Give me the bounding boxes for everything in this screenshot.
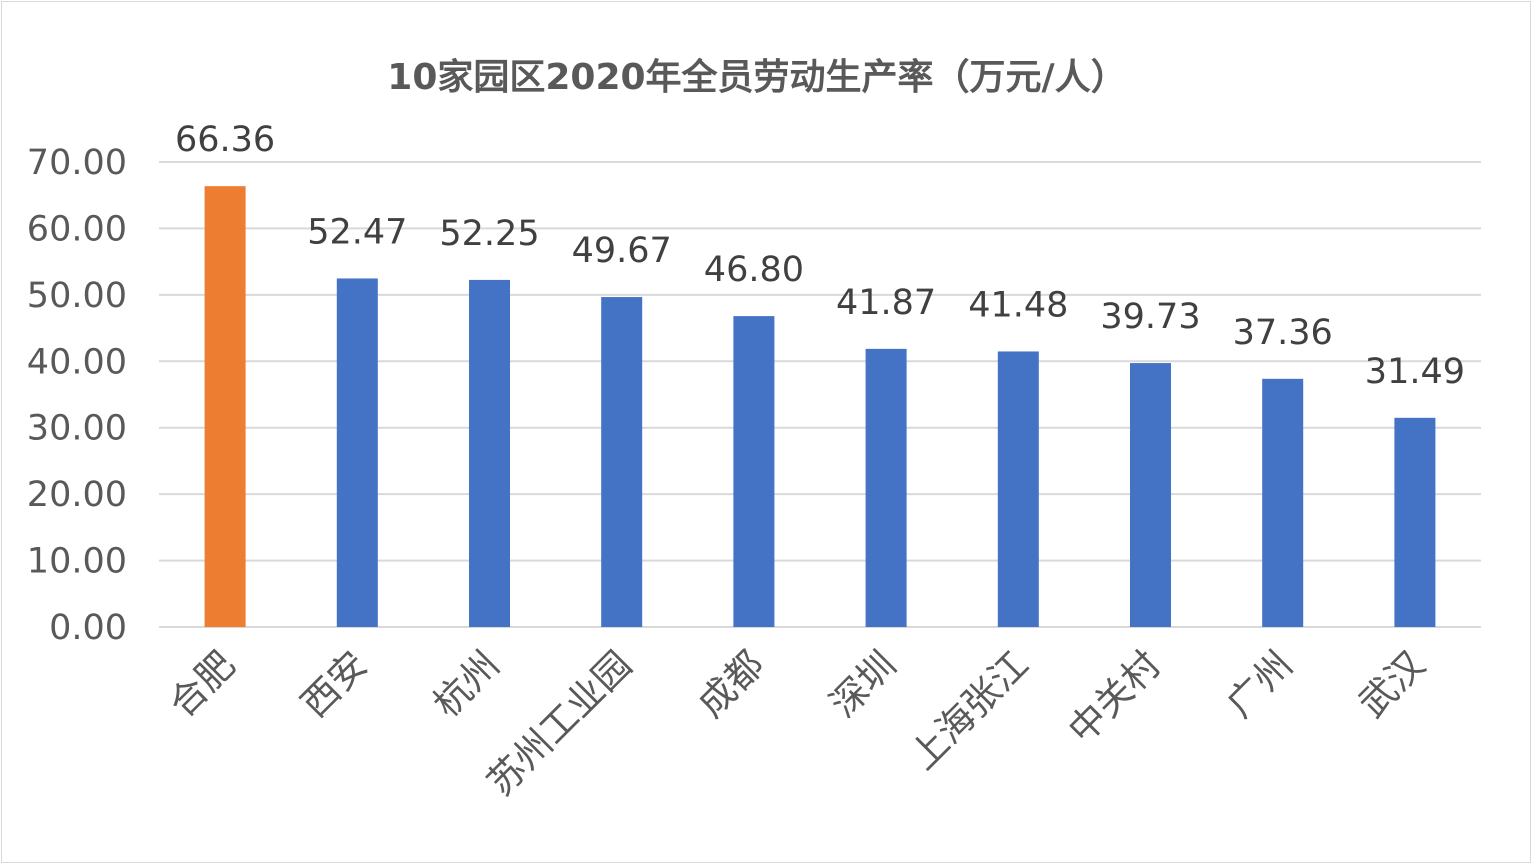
y-tick-label: 30.00 (27, 409, 127, 449)
y-tick-label: 0.00 (49, 608, 127, 648)
bars (204, 186, 1436, 627)
bar (997, 351, 1039, 627)
chart-title: 10家园区2020年全员劳动生产率（万元/人） (387, 56, 1126, 98)
data-labels: 66.36 52.47 52.25 49.67 46.80 41.87 41.48 39.73… (175, 120, 1465, 392)
x-category-label: 杭州 (425, 643, 508, 726)
bar (336, 278, 378, 627)
x-category-label: 武汉 (1351, 643, 1434, 726)
x-category-label: 成都 (690, 643, 773, 726)
x-category-label: 上海张江 (902, 643, 1037, 778)
data-label: 66.36 (175, 120, 275, 160)
x-category-label: 广州 (1218, 643, 1301, 726)
data-label: 46.80 (704, 250, 804, 290)
bar (865, 348, 907, 627)
data-label: 49.67 (572, 231, 672, 271)
y-tick-label: 40.00 (27, 342, 127, 382)
bar (1262, 378, 1304, 627)
y-tick-label: 70.00 (27, 143, 127, 183)
bar (469, 279, 510, 627)
data-label: 39.73 (1100, 297, 1200, 337)
bar (733, 316, 775, 627)
y-tick-label: 10.00 (27, 542, 127, 582)
data-label: 52.47 (307, 212, 407, 252)
y-axis-ticks: 0.00 10.00 20.00 30.00 40.00 50.00 60.00 70.00 (27, 143, 127, 648)
x-category-label: 西安 (293, 643, 376, 726)
bar (1130, 363, 1171, 627)
bar (601, 297, 643, 627)
data-label: 41.87 (836, 283, 936, 323)
x-category-label: 深圳 (822, 643, 905, 726)
x-category-label: 苏州工业园 (479, 643, 640, 804)
y-tick-label: 60.00 (27, 209, 127, 249)
gridlines (159, 161, 1481, 628)
y-tick-label: 20.00 (27, 475, 127, 515)
bar (1394, 417, 1436, 627)
data-label: 31.49 (1365, 352, 1465, 392)
bar (204, 186, 246, 627)
y-tick-label: 50.00 (27, 276, 127, 316)
x-category-label: 中关村 (1060, 643, 1169, 752)
data-label: 52.25 (439, 214, 539, 254)
data-label: 37.36 (1233, 313, 1333, 353)
data-label: 41.48 (968, 285, 1068, 325)
x-category-label: 合肥 (161, 643, 244, 726)
